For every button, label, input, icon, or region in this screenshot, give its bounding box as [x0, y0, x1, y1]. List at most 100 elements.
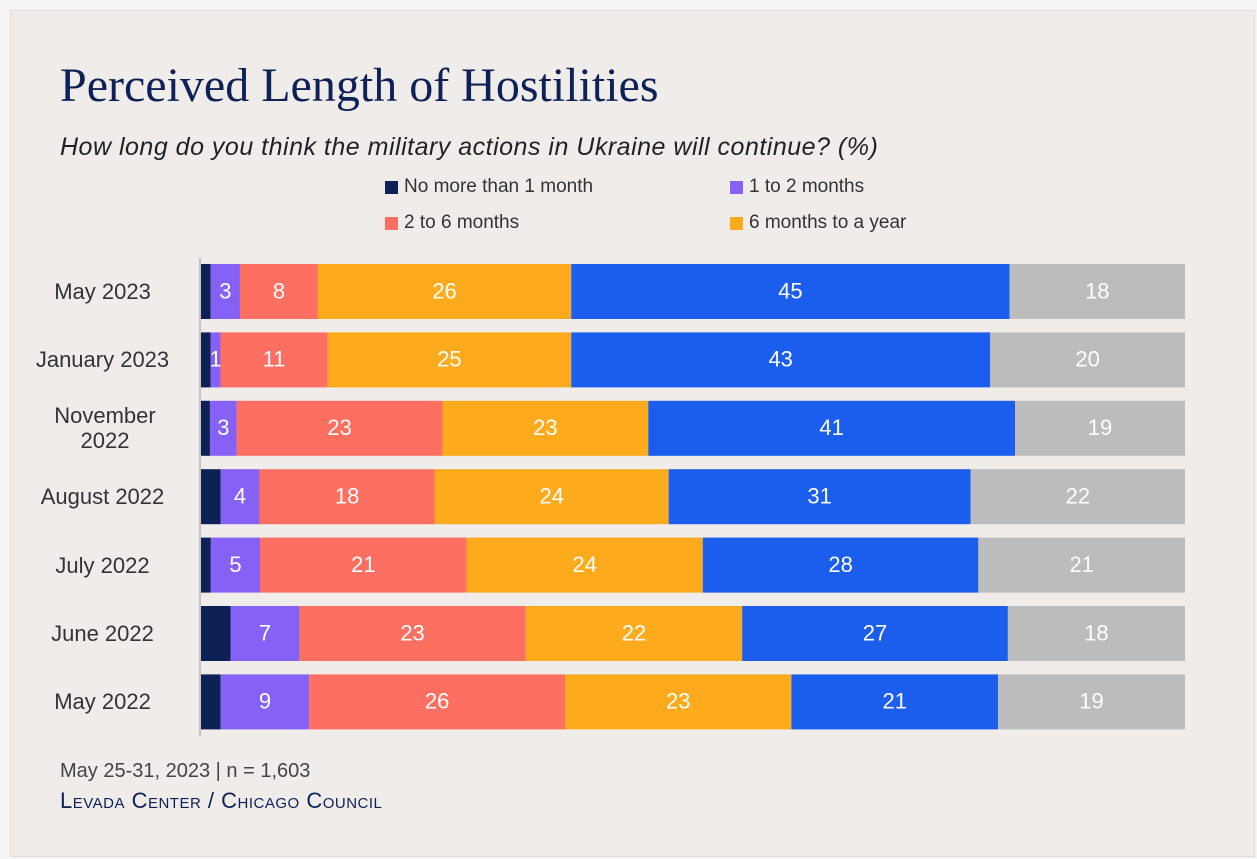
bar-segment: [1007, 606, 1185, 661]
bar-segment: [998, 674, 1185, 730]
data-label: 19: [1079, 689, 1103, 714]
legend-item: 6 months to a year: [730, 212, 906, 234]
bar-segment: [201, 606, 231, 661]
bar-segment: [220, 469, 260, 525]
bar-segment: [210, 264, 240, 319]
bar-segment: [210, 332, 221, 388]
data-label: 18: [1084, 620, 1108, 645]
bar-segment: [565, 674, 792, 730]
legend-item: 2 to 6 months: [385, 212, 519, 234]
legend-label: No more than 1 month: [404, 176, 594, 197]
bar-segment: [317, 264, 572, 319]
data-label: 5: [229, 552, 241, 577]
data-label: 18: [335, 484, 359, 509]
bar-segment: [1015, 400, 1185, 456]
data-label: 7: [259, 620, 271, 645]
legend-label: 6 months to a year: [749, 212, 907, 233]
bar-segment: [299, 606, 526, 661]
data-label: 8: [273, 278, 285, 303]
bar-segment: [259, 469, 435, 525]
data-label: 3: [217, 415, 229, 440]
data-label: 23: [400, 620, 424, 645]
data-label: 23: [666, 689, 690, 714]
bar-segment: [466, 537, 703, 593]
bar-segment: [201, 674, 221, 730]
bar-segment: [309, 674, 566, 730]
data-label: 20: [1075, 347, 1099, 372]
bar-segment: [742, 606, 1008, 661]
data-label: 1: [209, 347, 221, 372]
legend-swatch: [730, 216, 743, 230]
bar-segment: [201, 332, 211, 388]
bar-segment: [648, 400, 1016, 456]
bar-segment: [978, 537, 1185, 593]
bar-segment: [434, 469, 669, 525]
data-label: 22: [622, 620, 646, 645]
bar-segment: [702, 537, 979, 593]
data-label: 3: [219, 278, 231, 303]
data-label: 28: [828, 552, 852, 577]
data-label: 24: [539, 484, 563, 509]
bar-segment: [571, 264, 1010, 319]
bar-segment: [990, 332, 1185, 388]
data-label: 25: [437, 347, 461, 372]
y-tick-label: November 2022: [54, 403, 156, 454]
bar-segment: [236, 400, 443, 456]
bar-segment: [220, 332, 328, 388]
bar-segment: [201, 537, 211, 593]
y-tick-label: August 2022: [40, 484, 165, 510]
bar-segment: [571, 332, 991, 388]
bar-segment: [668, 469, 971, 525]
y-tick-label: January 2023: [35, 347, 170, 373]
y-tick-label: May 2022: [54, 689, 151, 715]
y-tick-label: July 2022: [55, 552, 150, 578]
bar-segment: [201, 400, 210, 456]
bar-segment: [1009, 264, 1185, 319]
data-label: 23: [533, 415, 557, 440]
data-label: 23: [327, 415, 351, 440]
note: May 25-31, 2023 | n = 1,603: [60, 760, 311, 782]
data-label: 26: [425, 689, 449, 714]
bar-segment: [239, 264, 318, 319]
legend-swatch: [385, 216, 398, 230]
bar-segment: [220, 674, 310, 730]
legend-swatch: [385, 180, 398, 194]
bar-segment: [970, 469, 1185, 525]
chart-subtitle: How long do you think the military actio…: [60, 133, 879, 161]
chart-title: Perceived Length of Hostilities: [60, 59, 659, 112]
legend-label: 1 to 2 months: [749, 176, 865, 197]
data-label: 21: [882, 689, 906, 714]
data-label: 43: [768, 347, 792, 372]
bar-segment: [209, 400, 237, 456]
data-label: 11: [263, 347, 286, 372]
bar-segment: [210, 537, 261, 593]
data-label: 41: [819, 415, 843, 440]
data-label: 24: [573, 552, 597, 577]
data-label: 22: [1066, 484, 1090, 509]
bar-segment: [201, 469, 221, 525]
legend-item: 1 to 2 months: [730, 176, 864, 198]
y-tick-label: June 2022: [51, 621, 154, 646]
legend-swatch: [730, 180, 743, 194]
data-label: 27: [863, 620, 887, 645]
legend-item: No more than 1 month: [385, 176, 593, 198]
bar-segment: [327, 332, 572, 388]
bar-segment: [442, 400, 649, 456]
bar-segment: [525, 606, 743, 661]
legend-label: 2 to 6 months: [404, 212, 520, 233]
data-label: 9: [259, 689, 271, 714]
bar-segment: [791, 674, 999, 730]
bar-segment: [201, 264, 211, 319]
data-label: 31: [807, 484, 831, 509]
y-tick-label: May 2023: [54, 279, 151, 304]
source: Levada Center / Chicago Council: [60, 788, 383, 813]
data-label: 18: [1085, 278, 1109, 303]
data-label: 19: [1088, 415, 1112, 440]
data-label: 21: [351, 552, 375, 577]
bar-segment: [230, 606, 300, 661]
data-label: 4: [234, 484, 246, 509]
bar-segment: [260, 537, 467, 593]
data-label: 26: [432, 278, 456, 303]
data-label: 21: [1069, 552, 1093, 577]
